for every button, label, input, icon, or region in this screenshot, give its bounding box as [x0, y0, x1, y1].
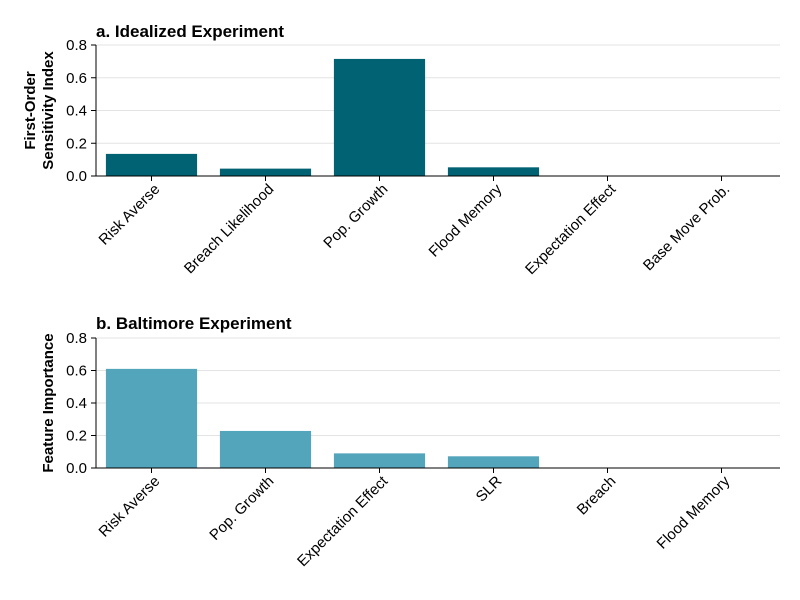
y-tick-label: 0.0	[66, 460, 87, 477]
bar	[219, 430, 312, 468]
x-tick-label: Flood Memory	[654, 472, 734, 552]
x-tick-label: Base Move Prob.	[640, 181, 733, 274]
bar	[447, 167, 540, 176]
bar	[447, 456, 540, 468]
y-tick-label: 0.0	[66, 168, 87, 185]
y-axis-label: Sensitivity Index	[40, 51, 57, 170]
y-tick-label: 0.8	[66, 330, 87, 347]
y-tick-label: 0.6	[66, 363, 87, 380]
bar	[219, 168, 312, 176]
panel-baltimore-experiment: 0.0 0.2 0.4 0.6 0.8 Risk Averse Pop. Growth Exp…	[40, 314, 780, 570]
x-tick-label: Risk Averse	[96, 473, 164, 541]
y-tick-label: 0.2	[66, 428, 87, 445]
y-tick-label: 0.4	[66, 395, 87, 412]
bar	[105, 368, 198, 468]
bar	[333, 58, 426, 177]
panel-idealized-experiment: 0.0 0.2 0.4 0.6 0.8 Risk Averse Breach Likelih…	[22, 22, 780, 278]
x-tick-label: Pop. Growth	[320, 181, 391, 252]
x-tick-label: Expectation Effect	[522, 180, 620, 278]
x-tick-label: Flood Memory	[426, 180, 506, 260]
y-axis-label: Feature Importance	[40, 333, 57, 472]
y-tick-label: 0.6	[66, 70, 87, 87]
y-tick-label: 0.4	[66, 103, 87, 120]
x-tick-label: Breach	[574, 473, 620, 519]
x-tick-label: SLR	[473, 473, 506, 506]
x-tick-label: Breach Likelihood	[181, 181, 277, 277]
bar	[105, 153, 198, 176]
bar	[333, 453, 426, 468]
panel-title: a. Idealized Experiment	[96, 22, 284, 41]
y-axis-label: First-Order	[22, 71, 39, 150]
panel-title: b. Baltimore Experiment	[96, 314, 292, 333]
x-tick-label: Pop. Growth	[206, 473, 277, 544]
y-tick-label: 0.8	[66, 37, 87, 54]
x-tick-label: Risk Averse	[96, 181, 164, 249]
y-tick-label: 0.2	[66, 135, 87, 152]
x-tick-label: Expectation Effect	[294, 472, 392, 570]
